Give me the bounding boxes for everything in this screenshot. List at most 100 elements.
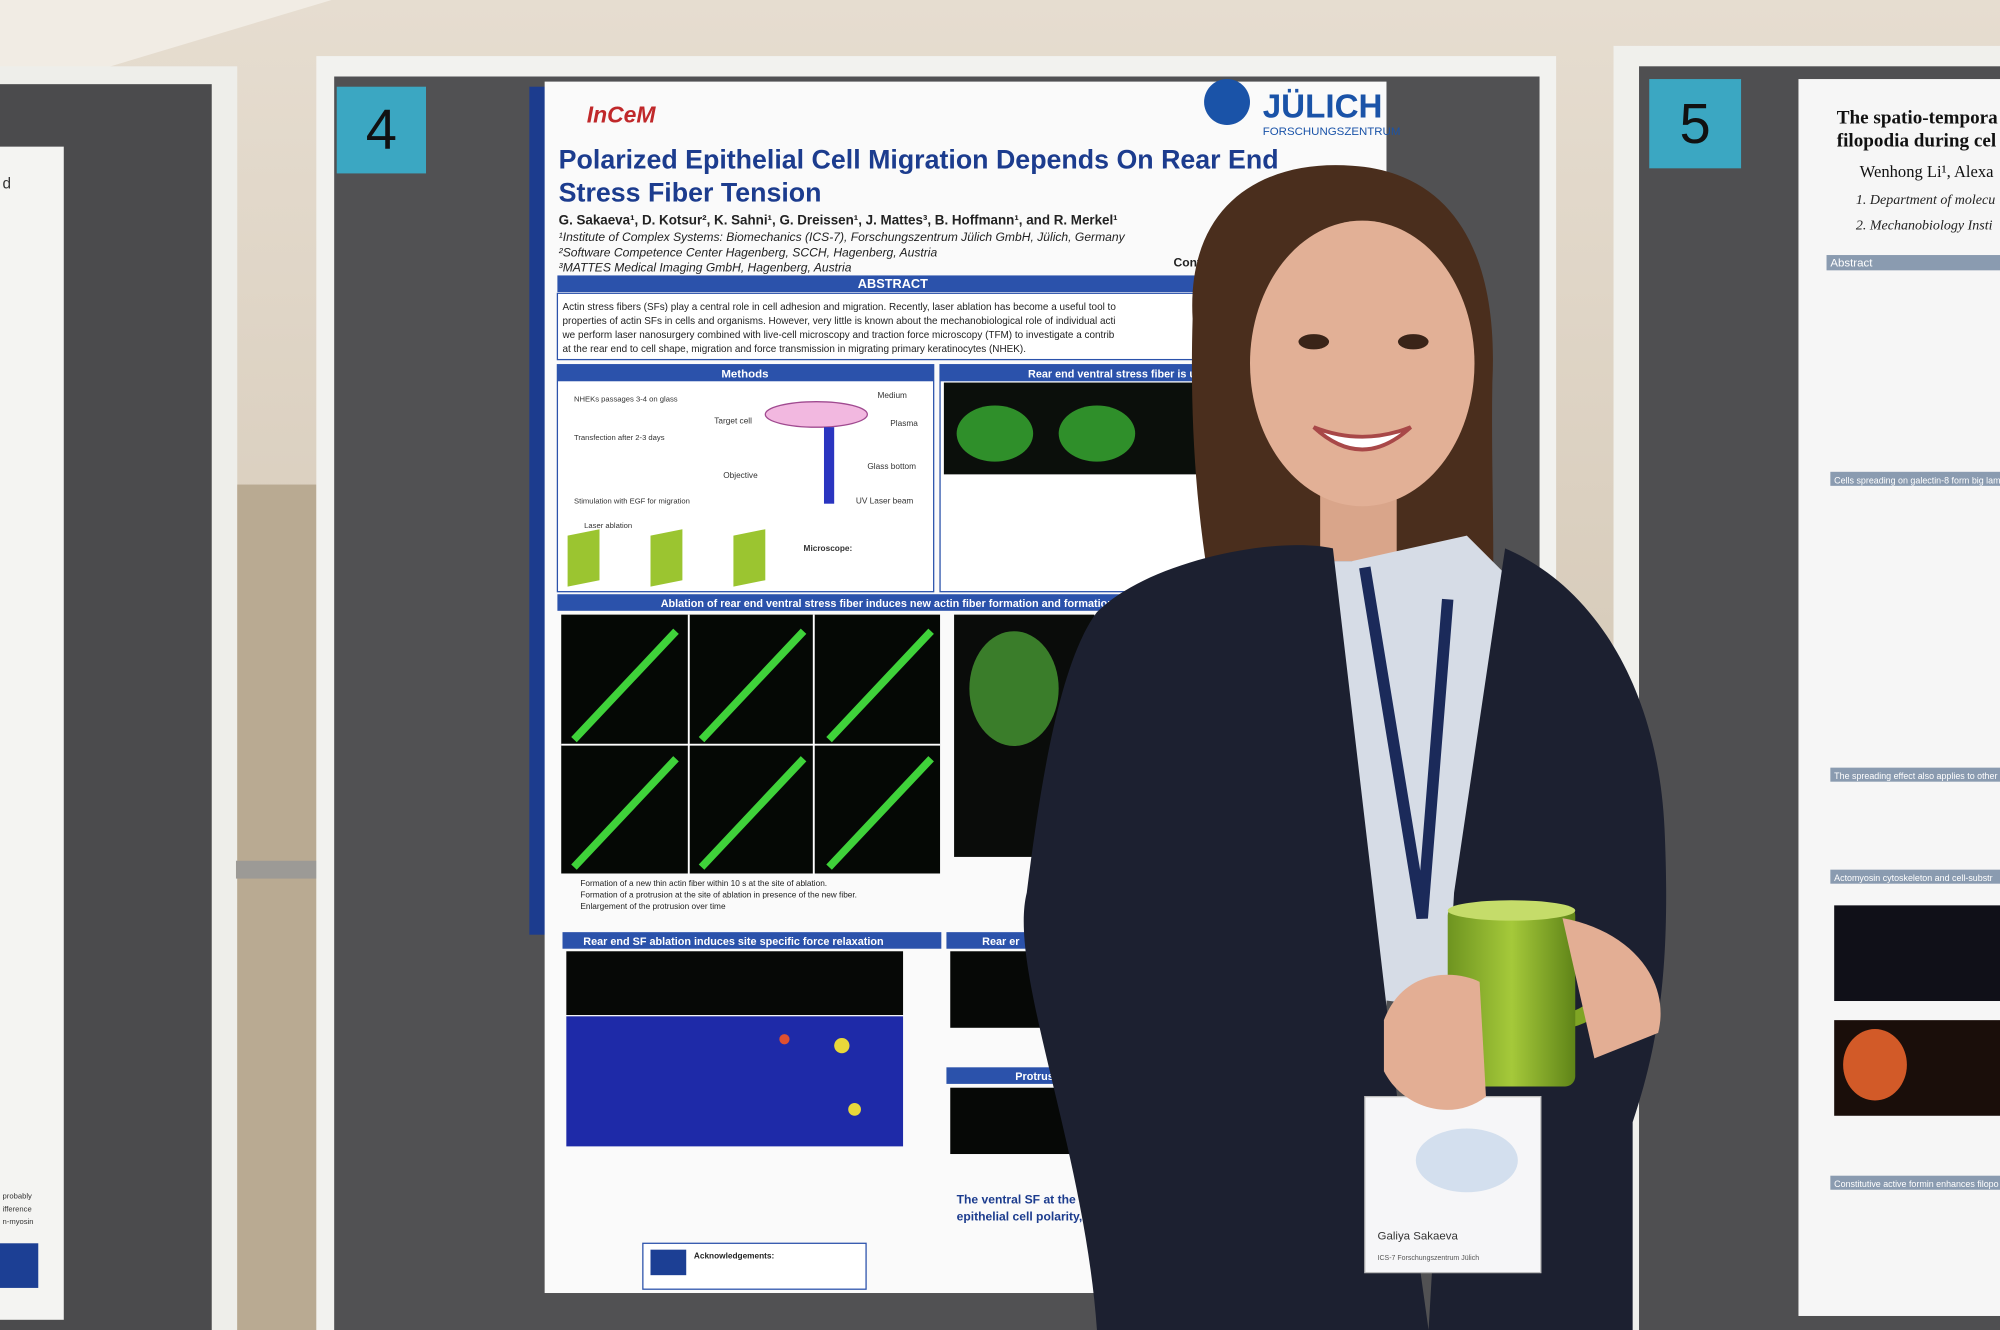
person: Galiya Sakaeva ICS-7 Forschungszentrum J… [1023, 165, 1667, 1330]
section-header: The spreading effect also applies to oth… [1834, 771, 1997, 781]
board-number-tag [1649, 79, 1742, 169]
cell-image [1058, 405, 1136, 462]
methods-label: Target cell [714, 416, 752, 425]
hand [1383, 974, 1486, 1110]
eye [1397, 334, 1429, 350]
section-bar [1826, 255, 2000, 271]
blazer [1023, 545, 1429, 1330]
laser-illustration [823, 427, 835, 504]
poster-title: Polarized Epithelial Cell Migration Depe… [559, 144, 1279, 174]
section-header: Constitutive active formin enhances filo… [1834, 1179, 1998, 1189]
cell-image [969, 631, 1059, 746]
section-bar [557, 275, 1228, 293]
methods-label: UV Laser beam [856, 497, 914, 506]
board-number: 5 [1680, 92, 1711, 155]
board-number: 4 [366, 98, 397, 161]
abstract-line: at the rear end to cell shape, migration… [563, 344, 1026, 355]
left-board: d probably ifference n-myosin [0, 66, 238, 1330]
section-header: Ablation of rear end ventral stress fibe… [661, 598, 1133, 610]
section-bar [557, 594, 1224, 611]
bullet: Formation of a new thin actin fiber with… [580, 879, 827, 888]
badge-org: ICS-7 Forschungszentrum Jülich [1378, 1255, 1480, 1262]
methods-label: NHEKs passages 3-4 on glass [574, 395, 678, 404]
abstract-header: ABSTRACT [858, 276, 928, 291]
poster-title: filopodia during cel [1837, 131, 1996, 152]
conclusion: epithelial cell polarity, su [957, 1209, 1100, 1223]
section-header: Actomyosin cytoskeleton and cell-substr [1834, 873, 1992, 883]
poster-affiliation: 2. Mechanobiology Insti [1856, 219, 1993, 234]
abstract-line: properties of actin SFs in cells and org… [563, 316, 1116, 327]
julich-logo-mark [1204, 79, 1250, 125]
logo-julich-sub: FORSCHUNGSZENTRUM [1263, 126, 1401, 138]
methods-label: Glass bottom [867, 462, 916, 471]
abstract-line: we perform laser nanosurgery combined wi… [561, 330, 1114, 341]
lanyard [1359, 566, 1454, 920]
poster-strip [529, 86, 548, 935]
badge-name: Galiya Sakaeva [1378, 1230, 1459, 1242]
railing [235, 860, 319, 879]
mug-rim [1447, 900, 1576, 921]
right-board: 5 The spatio-tempora filopodia during ce… [1613, 45, 2000, 1330]
section-bar [557, 364, 934, 382]
section-header: Methods [721, 368, 768, 380]
eye [1298, 334, 1330, 350]
section-bar [562, 932, 942, 949]
fragment-text: n-myosin [3, 1217, 34, 1226]
methods-label: Transfection after 2-3 days [574, 433, 665, 442]
poster-title: The spatio-tempora [1837, 108, 1998, 129]
cell-image [1843, 1029, 1907, 1101]
section-bar [940, 364, 1224, 382]
section-bar [1830, 1175, 2000, 1190]
section-header: Rear end SF ablation induces site specif… [583, 936, 883, 948]
section-bar [1830, 767, 2000, 782]
smile [1312, 425, 1413, 452]
section-bar [1830, 869, 2000, 884]
poster-affiliation: ¹Institute of Complex Systems: Biomechan… [559, 230, 1126, 244]
poster-affiliation: 1. Department of molecu [1856, 193, 1995, 208]
fragment-text: ifference [3, 1204, 32, 1213]
logo-incem: InCeM [587, 101, 657, 127]
poster-authors: Wenhong Li¹, Alexa [1860, 162, 1994, 181]
methods-label: Stimulation with EGF for migration [574, 497, 690, 506]
corridor [237, 484, 317, 1330]
section-header: Rear end ventral stress fiber is und [1028, 368, 1209, 380]
fragment-text: probably [3, 1192, 32, 1201]
acknowledgements: Acknowledgements: [694, 1252, 774, 1261]
actin-image [571, 628, 934, 870]
tfm-heatmap [566, 1016, 904, 1147]
hand [1562, 918, 1661, 1059]
section-header: Cells spreading on galectin-8 form big l… [1834, 475, 2000, 485]
grid-divider [561, 614, 941, 874]
heat-spot [834, 1037, 850, 1054]
poster-fragment [0, 146, 64, 1320]
fragment-text: d [3, 176, 12, 193]
section-header: Abstract [1830, 258, 1873, 270]
heat-spot [779, 1034, 790, 1045]
methods-label: Laser ablation [584, 521, 632, 530]
poster-title: Stress Fiber Tension [559, 177, 822, 207]
section-bar [1830, 471, 2000, 486]
methods-label: Microscope: [804, 544, 853, 553]
cell-illustration [733, 529, 766, 587]
bullet: Formation of a protrusion at the site of… [580, 891, 857, 900]
poster-affiliation: ²Software Competence Center Hagenberg, S… [559, 245, 938, 259]
ceiling [0, 0, 332, 77]
micrograph [1834, 905, 2000, 1002]
dish-illustration [764, 401, 868, 428]
abstract-line: Actin stress fibers (SFs) play a central… [563, 302, 1117, 313]
logo-julich: JÜLICH [1263, 88, 1383, 125]
eu-flag [0, 1243, 39, 1288]
eu-flag [650, 1249, 687, 1276]
badge-art [1415, 1128, 1518, 1193]
micrograph-row [566, 951, 904, 1016]
cell-illustration [567, 529, 600, 587]
bullet: Enlargement of the protrusion over time [580, 902, 726, 911]
board-number-tag [336, 86, 427, 174]
conclusion: The ventral SF at the rear [957, 1193, 1103, 1207]
heat-spot [848, 1103, 861, 1116]
methods-label: Objective [723, 471, 758, 480]
methods-label: Plasma [890, 419, 918, 428]
cell-illustration [650, 529, 683, 587]
poster-affiliation: ³MATTES Medical Imaging GmbH, Hagenberg,… [559, 261, 852, 275]
